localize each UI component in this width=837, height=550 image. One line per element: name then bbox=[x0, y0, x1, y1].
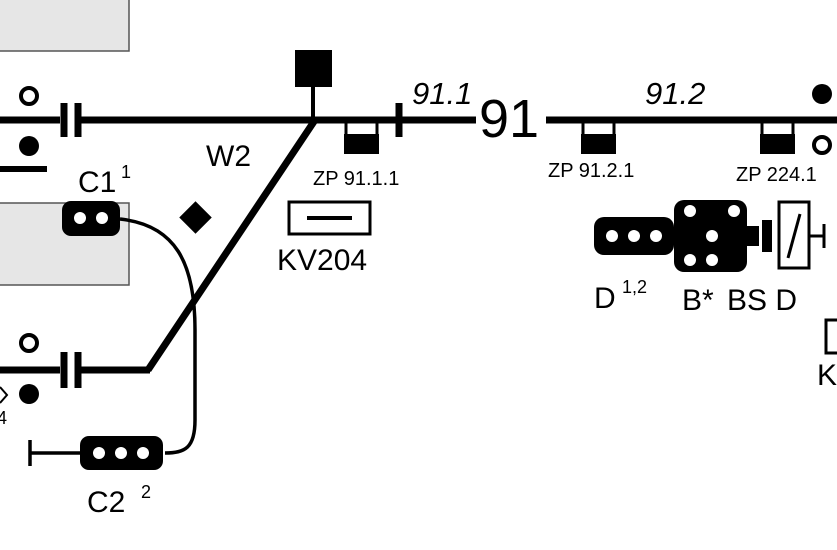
signal-lamp-hollow-icon bbox=[812, 135, 832, 155]
b-star-label: B* bbox=[682, 284, 714, 317]
signal-lamp-hollow-icon bbox=[19, 86, 39, 106]
bs-d-label: BS D bbox=[727, 284, 797, 317]
switch-w2-branch bbox=[145, 118, 318, 372]
switch-w2-label: W2 bbox=[206, 140, 251, 173]
signal-d-label: D bbox=[594, 282, 616, 315]
signal-lamp-icon bbox=[137, 447, 149, 459]
signal-lamp-icon bbox=[115, 447, 127, 459]
bs-d-slash-icon bbox=[786, 213, 802, 259]
partial-4-label: 4 bbox=[0, 408, 7, 428]
signal-lamp-icon bbox=[706, 230, 718, 242]
signal-lamp-hollow-icon bbox=[19, 333, 39, 353]
signal-c1-head bbox=[62, 201, 120, 236]
signal-cable bbox=[119, 217, 197, 455]
signal-bar-icon bbox=[762, 220, 772, 252]
zp-91-2-1-label: ZP 91.2.1 bbox=[548, 160, 634, 182]
signal-c2-sup-label: 2 bbox=[141, 482, 151, 502]
switch-machine-icon bbox=[295, 50, 332, 87]
zp-91-1-1-label: ZP 91.1.1 bbox=[313, 168, 399, 190]
arrow-partial-icon bbox=[0, 386, 9, 404]
signal-lamp-icon bbox=[74, 212, 86, 224]
signal-lamp-filled-icon bbox=[812, 84, 832, 104]
zp-91-1-1-detector-icon bbox=[344, 134, 379, 154]
signal-d-sup-label: 1,2 bbox=[622, 277, 647, 297]
partial-k-box bbox=[824, 318, 837, 355]
zp-224-1-label: ZP 224.1 bbox=[736, 164, 817, 186]
signal-lamp-icon bbox=[606, 230, 618, 242]
signal-lamp-icon bbox=[706, 254, 718, 266]
section-91-2-label: 91.2 bbox=[645, 76, 705, 111]
section-91-1-label: 91.1 bbox=[412, 76, 472, 111]
signal-c1-sup-label: 1 bbox=[121, 162, 131, 182]
zp-91-2-1-detector-icon bbox=[581, 134, 616, 154]
signal-lamp-icon bbox=[728, 205, 740, 217]
signal-lamp-filled-icon bbox=[19, 384, 39, 404]
signal-c1-label: C1 bbox=[78, 166, 116, 199]
signal-lamp-icon bbox=[684, 254, 696, 266]
partial-k-label: K bbox=[817, 359, 837, 392]
kv204-label: KV204 bbox=[277, 244, 367, 277]
zp-224-1-detector-icon bbox=[760, 134, 795, 154]
signal-lamp-icon bbox=[650, 230, 662, 242]
platform-top bbox=[0, 0, 130, 52]
signal-connector bbox=[747, 226, 759, 246]
signal-lamp-icon bbox=[93, 447, 105, 459]
signal-lamp-icon bbox=[96, 212, 108, 224]
diamond-marker-icon bbox=[179, 201, 212, 234]
signal-lamp-filled-icon bbox=[19, 136, 39, 156]
signal-lamp-icon bbox=[628, 230, 640, 242]
signal-c2-label: C2 bbox=[87, 486, 125, 519]
signal-lamp-icon bbox=[684, 205, 696, 217]
station-91-label: 91 bbox=[479, 89, 539, 149]
